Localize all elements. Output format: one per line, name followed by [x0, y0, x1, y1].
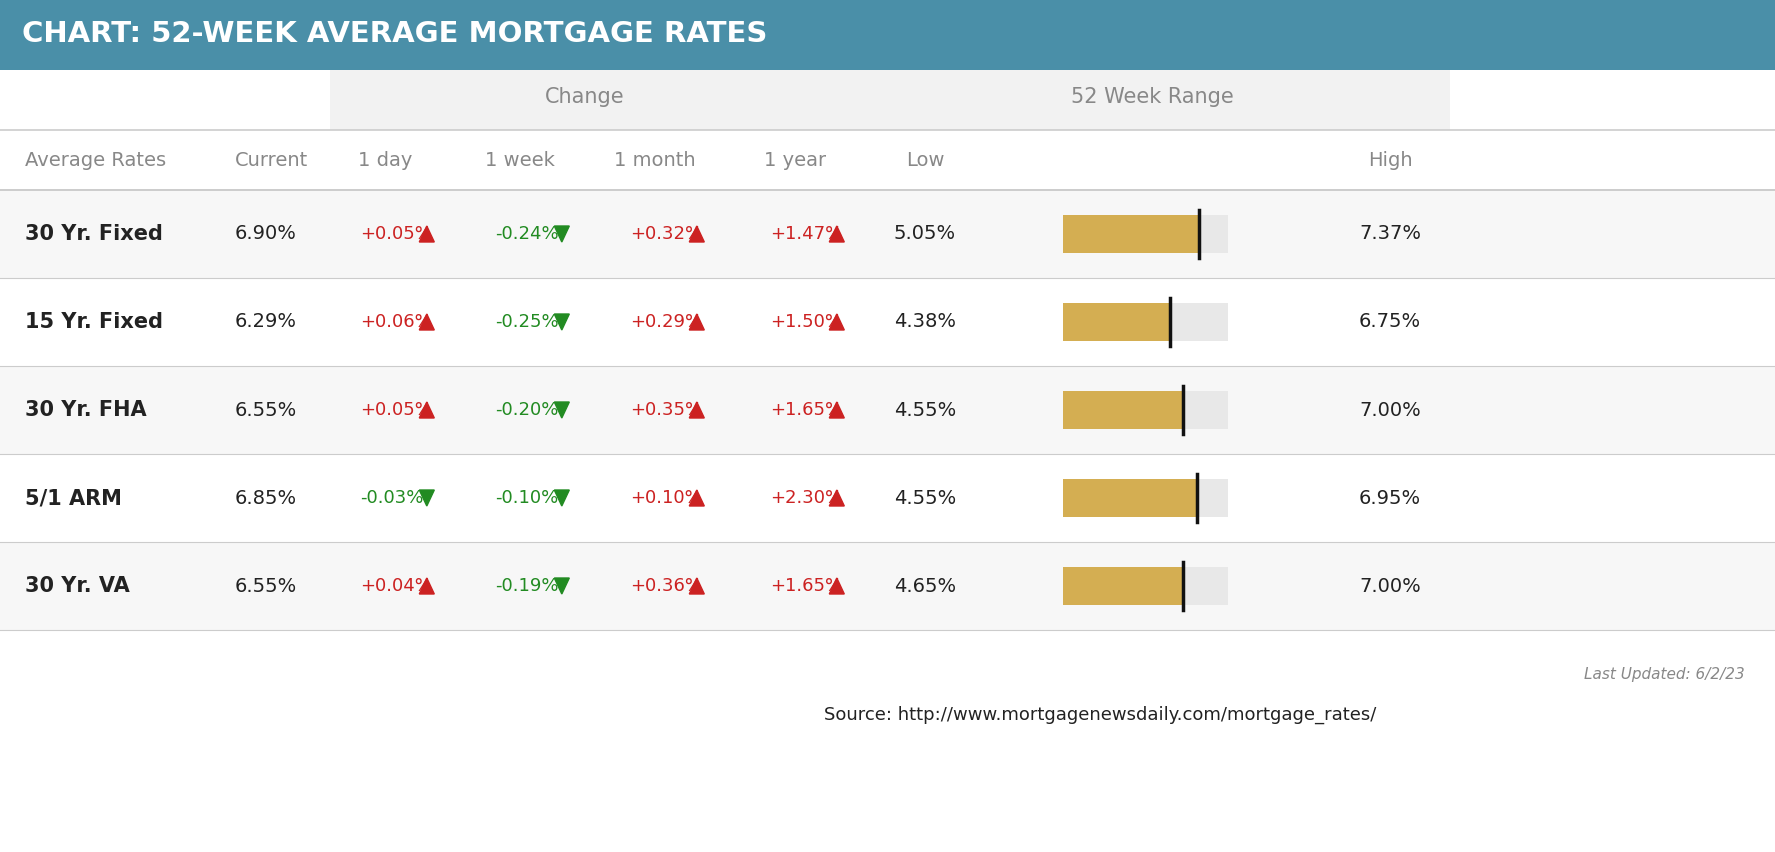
Text: 7.00%: 7.00%	[1360, 400, 1420, 419]
Text: 30 Yr. VA: 30 Yr. VA	[25, 576, 130, 596]
Text: 6.95%: 6.95%	[1360, 488, 1422, 508]
Text: -0.03%: -0.03%	[360, 489, 424, 507]
Bar	[1063, 303, 1170, 341]
Text: 6.75%: 6.75%	[1360, 313, 1422, 331]
Text: +1.65%: +1.65%	[770, 577, 841, 595]
Text: 6.29%: 6.29%	[234, 313, 296, 331]
Polygon shape	[689, 578, 705, 594]
Text: 6.90%: 6.90%	[234, 224, 296, 244]
Text: -0.20%: -0.20%	[495, 401, 559, 419]
Text: 6.85%: 6.85%	[234, 488, 296, 508]
Bar	[330, 70, 1450, 130]
Bar	[0, 278, 1775, 366]
Polygon shape	[554, 314, 570, 330]
Polygon shape	[554, 578, 570, 594]
Text: 4.65%: 4.65%	[895, 577, 957, 596]
Bar	[1063, 479, 1196, 517]
Text: Average Rates: Average Rates	[25, 151, 167, 170]
Text: -0.24%: -0.24%	[495, 225, 559, 243]
Polygon shape	[419, 578, 435, 594]
Text: 30 Yr. Fixed: 30 Yr. Fixed	[25, 224, 163, 244]
Text: 1 day: 1 day	[359, 151, 412, 170]
Polygon shape	[554, 226, 570, 242]
Text: -0.10%: -0.10%	[495, 489, 559, 507]
Text: 7.37%: 7.37%	[1360, 224, 1422, 244]
Bar	[0, 542, 1775, 630]
Text: 1 week: 1 week	[485, 151, 556, 170]
Text: 52 Week Range: 52 Week Range	[1070, 87, 1234, 107]
Bar	[1063, 391, 1182, 429]
Bar	[0, 0, 1775, 70]
Polygon shape	[689, 490, 705, 506]
Bar	[1063, 479, 1228, 517]
Text: +2.30%: +2.30%	[770, 489, 841, 507]
Bar	[1063, 567, 1182, 605]
Polygon shape	[419, 314, 435, 330]
Polygon shape	[689, 402, 705, 418]
Text: 1 month: 1 month	[614, 151, 696, 170]
Text: 7.00%: 7.00%	[1360, 577, 1420, 596]
Polygon shape	[829, 490, 845, 506]
Text: Last Updated: 6/2/23: Last Updated: 6/2/23	[1585, 667, 1745, 682]
Polygon shape	[829, 226, 845, 242]
Text: +1.47%: +1.47%	[770, 225, 843, 243]
Text: Current: Current	[234, 151, 309, 170]
Bar	[1063, 215, 1200, 253]
Polygon shape	[829, 402, 845, 418]
Bar	[0, 454, 1775, 542]
Text: 30 Yr. FHA: 30 Yr. FHA	[25, 400, 147, 420]
Text: High: High	[1369, 151, 1413, 170]
Text: 6.55%: 6.55%	[234, 400, 296, 419]
Text: Low: Low	[905, 151, 944, 170]
Polygon shape	[829, 578, 845, 594]
Polygon shape	[689, 314, 705, 330]
Text: +0.36%: +0.36%	[630, 577, 701, 595]
Text: 4.55%: 4.55%	[895, 488, 957, 508]
Text: 4.55%: 4.55%	[895, 400, 957, 419]
Polygon shape	[554, 490, 570, 506]
Polygon shape	[689, 226, 705, 242]
Text: +0.35%: +0.35%	[630, 401, 703, 419]
Polygon shape	[419, 226, 435, 242]
Bar	[0, 366, 1775, 454]
Text: CHART: 52-WEEK AVERAGE MORTGAGE RATES: CHART: 52-WEEK AVERAGE MORTGAGE RATES	[21, 20, 767, 48]
Text: +0.06%: +0.06%	[360, 313, 431, 331]
Text: +0.05%: +0.05%	[360, 225, 431, 243]
Bar	[1063, 567, 1228, 605]
Text: Source: http://www.mortgagenewsdaily.com/mortgage_rates/: Source: http://www.mortgagenewsdaily.com…	[824, 705, 1377, 724]
Bar	[1063, 215, 1228, 253]
Text: -0.25%: -0.25%	[495, 313, 559, 331]
Text: 5/1 ARM: 5/1 ARM	[25, 488, 122, 508]
Bar	[1063, 303, 1228, 341]
Text: -0.19%: -0.19%	[495, 577, 559, 595]
Text: +0.32%: +0.32%	[630, 225, 703, 243]
Text: 6.55%: 6.55%	[234, 577, 296, 596]
Text: 5.05%: 5.05%	[895, 224, 957, 244]
Text: +1.50%: +1.50%	[770, 313, 841, 331]
Text: +1.65%: +1.65%	[770, 401, 841, 419]
Text: +0.10%: +0.10%	[630, 489, 701, 507]
Text: 1 year: 1 year	[763, 151, 825, 170]
Text: 4.38%: 4.38%	[895, 313, 957, 331]
Polygon shape	[419, 402, 435, 418]
Text: +0.05%: +0.05%	[360, 401, 431, 419]
Polygon shape	[419, 490, 435, 506]
Polygon shape	[554, 402, 570, 418]
Text: 15 Yr. Fixed: 15 Yr. Fixed	[25, 312, 163, 332]
Text: +0.29%: +0.29%	[630, 313, 703, 331]
Text: Change: Change	[545, 87, 625, 107]
Polygon shape	[829, 314, 845, 330]
Bar	[0, 190, 1775, 278]
Bar	[1063, 391, 1228, 429]
Text: +0.04%: +0.04%	[360, 577, 431, 595]
